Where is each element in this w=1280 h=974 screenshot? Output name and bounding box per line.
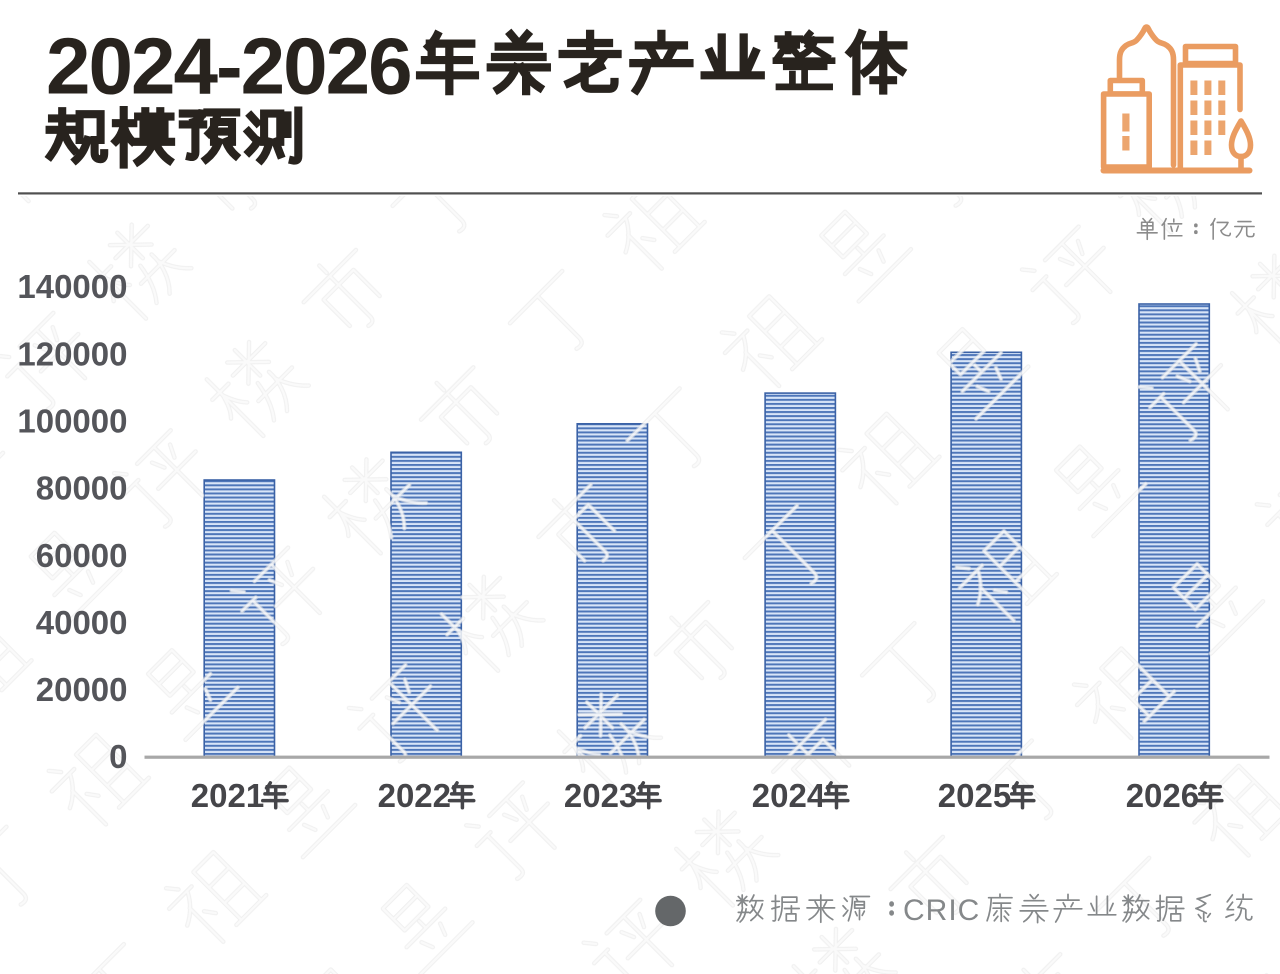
svg-text:40000: 40000 xyxy=(36,604,128,641)
svg-text:2026: 2026 xyxy=(1126,777,1199,814)
svg-text:0: 0 xyxy=(109,738,127,775)
svg-text:80000: 80000 xyxy=(36,470,128,507)
svg-text:140000: 140000 xyxy=(17,268,127,305)
svg-text:2021: 2021 xyxy=(191,777,264,814)
svg-text:2023: 2023 xyxy=(564,777,637,814)
svg-text:2022: 2022 xyxy=(378,777,451,814)
svg-text:60000: 60000 xyxy=(36,537,128,574)
svg-text:100000: 100000 xyxy=(17,403,127,440)
svg-text:2025: 2025 xyxy=(938,777,1011,814)
svg-text:2024: 2024 xyxy=(752,777,826,814)
svg-text:CRIC: CRIC xyxy=(903,894,980,927)
svg-text:2024-2026: 2024-2026 xyxy=(46,22,411,111)
svg-text:120000: 120000 xyxy=(17,335,127,372)
svg-text:20000: 20000 xyxy=(36,671,128,708)
